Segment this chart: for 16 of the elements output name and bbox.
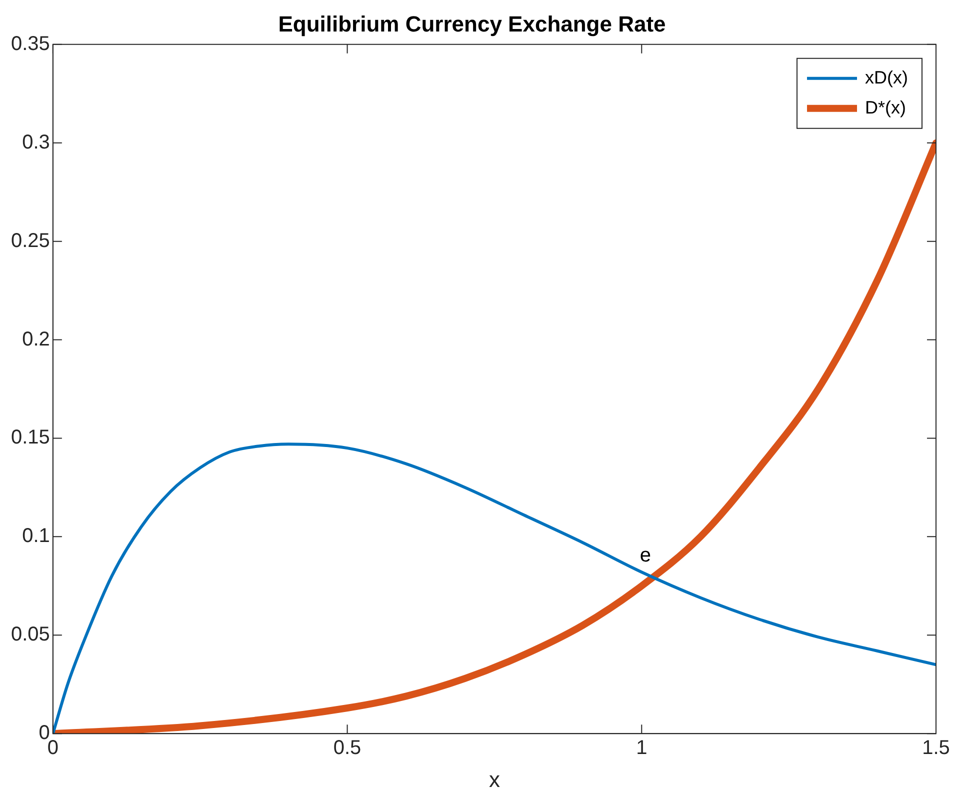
y-tick-label: 0.1 [22, 525, 50, 548]
y-tick-label: 0.25 [10, 230, 50, 252]
x-tick-label: 0.5 [333, 737, 362, 760]
y-tick-label: 0.2 [22, 328, 50, 350]
x-tick-label: 1 [636, 737, 648, 760]
y-tick-label: 0 [38, 722, 50, 744]
x-axis-title: x [488, 766, 500, 792]
x-tick-label: 1.5 [922, 737, 950, 760]
annotation: e [640, 544, 651, 567]
legend-label: D*(x) [865, 97, 906, 118]
y-tick-label: 0.3 [22, 131, 50, 154]
y-tick-label: 0.35 [10, 32, 50, 55]
y-tick-label: 0.05 [10, 624, 50, 646]
chart-title: Equilibrium Currency Exchange Rate [278, 11, 666, 36]
y-tick-label: 0.15 [10, 426, 50, 449]
legend-label: xD(x) [865, 67, 908, 88]
